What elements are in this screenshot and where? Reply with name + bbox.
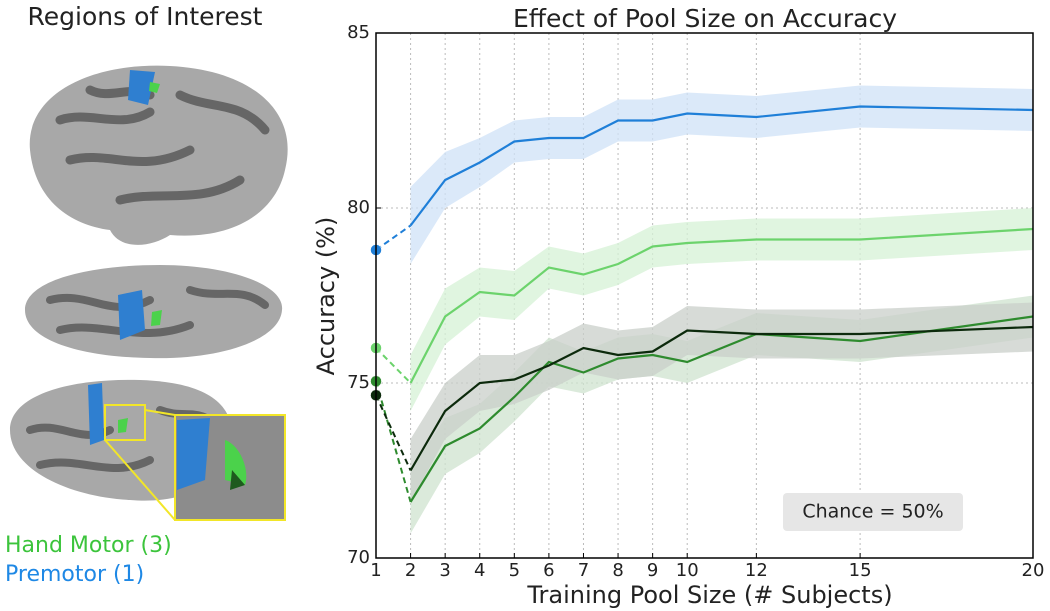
series-line: [409, 325, 1034, 472]
x-tick-label: 1: [370, 560, 381, 581]
x-tick-label: 9: [647, 560, 658, 581]
y-tick-label: 70: [347, 547, 370, 568]
error-band: [410, 302, 1033, 502]
x-tick-label: 7: [578, 560, 589, 581]
error-band: [410, 85, 1033, 264]
x-tick-label: 2: [405, 560, 416, 581]
panel-title: Regions of Interest: [28, 2, 263, 31]
x-tick-label: 8: [612, 560, 623, 581]
y-axis-label: Accuracy (%): [312, 217, 340, 376]
error-band: [410, 208, 1033, 411]
series-line: [409, 105, 1034, 227]
dashed-segment: [375, 224, 412, 251]
series-line: [409, 227, 1034, 384]
dashed-segment: [375, 394, 412, 471]
brain-lateral: [29, 65, 288, 245]
region-label: Hand Motor (3): [5, 533, 172, 558]
annotation-box: [783, 493, 963, 531]
y-tick-label: 85: [347, 22, 370, 43]
dashed-segment: [375, 347, 412, 384]
plot-frame: [375, 32, 1034, 559]
x-tick-label: 3: [439, 560, 450, 581]
x-tick-label: 15: [849, 560, 872, 581]
x-tick-label: 4: [474, 560, 485, 581]
chart-title: Effect of Pool Size on Accuracy: [513, 4, 897, 33]
x-tick-label: 12: [745, 560, 768, 581]
brain-dorsal: [25, 265, 283, 359]
x-tick-label: 10: [676, 560, 699, 581]
region-label: Premotor (1): [5, 562, 144, 587]
y-tick-label: 80: [347, 197, 370, 218]
y-tick-label: 75: [347, 372, 370, 393]
x-tick-label: 6: [543, 560, 554, 581]
series-line: [409, 315, 1034, 503]
x-tick-label: 5: [509, 560, 520, 581]
brain-medial: [10, 379, 286, 521]
dashed-segment: [375, 380, 412, 503]
x-tick-label: 20: [1022, 560, 1045, 581]
annotation: Chance = 50%: [802, 501, 943, 523]
x-axis-label: Training Pool Size (# Subjects): [526, 581, 892, 609]
